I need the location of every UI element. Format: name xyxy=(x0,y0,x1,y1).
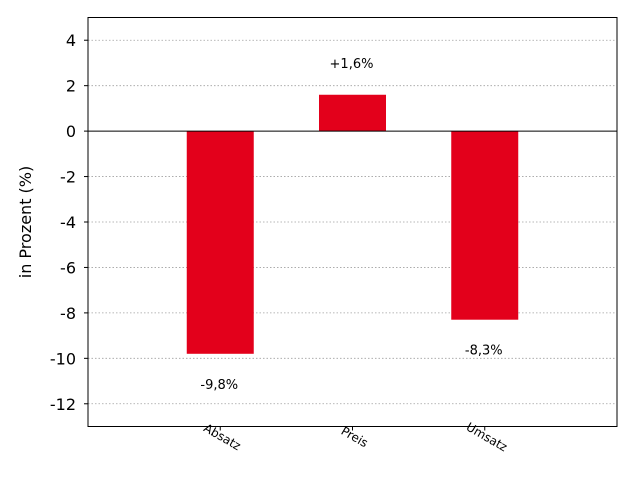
y-tick-label: -12 xyxy=(50,395,76,414)
x-tick-label: Absatz xyxy=(201,421,243,453)
y-tick-label: -4 xyxy=(60,213,76,232)
x-tick-label: Umsatz xyxy=(464,420,510,455)
plot-area-frame xyxy=(87,17,618,427)
data-labels: -9,8% +1,6% -8,3% xyxy=(200,57,502,393)
y-tick-label: 0 xyxy=(66,122,76,141)
data-label: -8,3% xyxy=(465,344,503,359)
y-tick-label: 4 xyxy=(66,31,76,50)
y-tick-label: -8 xyxy=(60,304,76,323)
bars xyxy=(186,94,519,354)
bar-absatz xyxy=(186,131,254,354)
y-tick-label: 2 xyxy=(66,77,76,96)
data-label: +1,6% xyxy=(330,57,374,72)
x-tick-label: Preis xyxy=(339,424,371,450)
grid-lines xyxy=(88,39,617,405)
bar-preis xyxy=(319,94,386,132)
y-axis-label: in Prozent (%) xyxy=(16,166,35,278)
y-tick-label: -6 xyxy=(60,258,76,277)
bar-umsatz xyxy=(451,131,519,320)
y-tick-label: -10 xyxy=(50,349,76,368)
data-label: -9,8% xyxy=(200,378,238,393)
x-axis-ticks: Absatz Preis Umsatz xyxy=(201,420,510,455)
y-axis-ticks: 4 2 0 -2 -4 -6 -8 -10 -12 xyxy=(50,31,88,414)
y-tick-label: -2 xyxy=(60,168,76,187)
